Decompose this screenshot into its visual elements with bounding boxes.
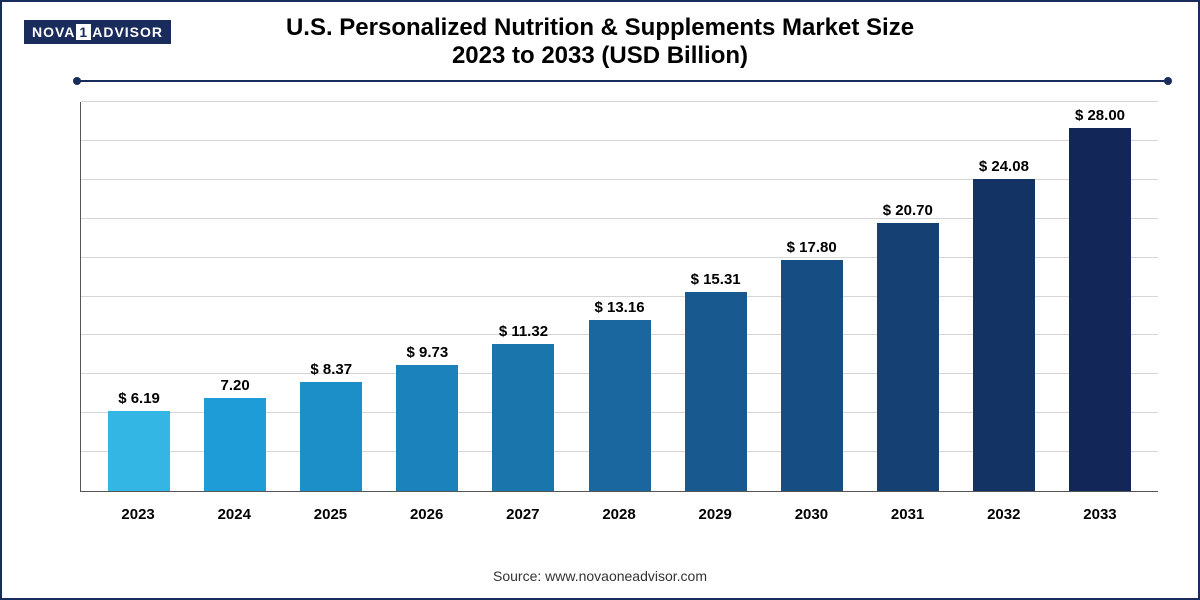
bar-value-label: $ 24.08 bbox=[979, 158, 1029, 175]
title-block: U.S. Personalized Nutrition & Supplement… bbox=[2, 14, 1198, 70]
x-axis-label: 2031 bbox=[860, 498, 956, 528]
bar-slot: $ 28.00 bbox=[1052, 102, 1148, 491]
x-axis-label: 2027 bbox=[475, 498, 571, 528]
bar-value-label: $ 15.31 bbox=[691, 271, 741, 288]
x-axis-label: 2024 bbox=[186, 498, 282, 528]
x-axis-label: 2023 bbox=[90, 498, 186, 528]
bar bbox=[973, 179, 1035, 491]
bar-value-label: $ 28.00 bbox=[1075, 107, 1125, 124]
bar bbox=[396, 365, 458, 491]
plot-region: $ 6.19 7.20 $ 8.37 $ 9.73 $ 11.32 $ 13.16 $ 15… bbox=[80, 102, 1158, 492]
bar bbox=[1069, 128, 1131, 491]
title-line-2: 2023 to 2033 (USD Billion) bbox=[2, 42, 1198, 70]
bar bbox=[589, 320, 651, 491]
bar bbox=[685, 292, 747, 491]
title-line-1: U.S. Personalized Nutrition & Supplement… bbox=[2, 14, 1198, 42]
bar-value-label: $ 6.19 bbox=[118, 390, 160, 407]
bar bbox=[204, 398, 266, 491]
x-axis-label: 2025 bbox=[282, 498, 378, 528]
bar-slot: $ 9.73 bbox=[379, 102, 475, 491]
bar bbox=[108, 411, 170, 491]
x-axis-label: 2026 bbox=[379, 498, 475, 528]
bar-value-label: $ 17.80 bbox=[787, 239, 837, 256]
x-axis-label: 2030 bbox=[763, 498, 859, 528]
bar-value-label: $ 8.37 bbox=[310, 361, 352, 378]
x-axis-labels: 2023202420252026202720282029203020312032… bbox=[80, 498, 1158, 528]
bar-slot: 7.20 bbox=[187, 102, 283, 491]
bar bbox=[877, 223, 939, 491]
bar bbox=[492, 344, 554, 491]
x-axis-label: 2029 bbox=[667, 498, 763, 528]
bar-slot: $ 8.37 bbox=[283, 102, 379, 491]
x-axis-label: 2032 bbox=[956, 498, 1052, 528]
bar-slot: $ 11.32 bbox=[475, 102, 571, 491]
bar-slot: $ 17.80 bbox=[764, 102, 860, 491]
bar-value-label: 7.20 bbox=[221, 377, 250, 394]
bar-value-label: $ 9.73 bbox=[406, 344, 448, 361]
chart-frame: NOVA 1 ADVISOR U.S. Personalized Nutriti… bbox=[0, 0, 1200, 600]
bar-slot: $ 20.70 bbox=[860, 102, 956, 491]
bar-value-label: $ 13.16 bbox=[594, 299, 644, 316]
bar-slot: $ 15.31 bbox=[668, 102, 764, 491]
bar bbox=[781, 260, 843, 491]
title-rule bbox=[77, 80, 1168, 82]
bar-value-label: $ 20.70 bbox=[883, 202, 933, 219]
bar-slot: $ 24.08 bbox=[956, 102, 1052, 491]
x-axis-label: 2033 bbox=[1052, 498, 1148, 528]
bar-value-label: $ 11.32 bbox=[499, 323, 548, 340]
bars-container: $ 6.19 7.20 $ 8.37 $ 9.73 $ 11.32 $ 13.16 $ 15… bbox=[81, 102, 1158, 491]
chart-area: $ 6.19 7.20 $ 8.37 $ 9.73 $ 11.32 $ 13.16 $ 15… bbox=[80, 102, 1158, 528]
bar-slot: $ 13.16 bbox=[571, 102, 667, 491]
bar bbox=[300, 382, 362, 491]
bar-slot: $ 6.19 bbox=[91, 102, 187, 491]
x-axis-label: 2028 bbox=[571, 498, 667, 528]
source-line: Source: www.novaoneadvisor.com bbox=[2, 568, 1198, 584]
